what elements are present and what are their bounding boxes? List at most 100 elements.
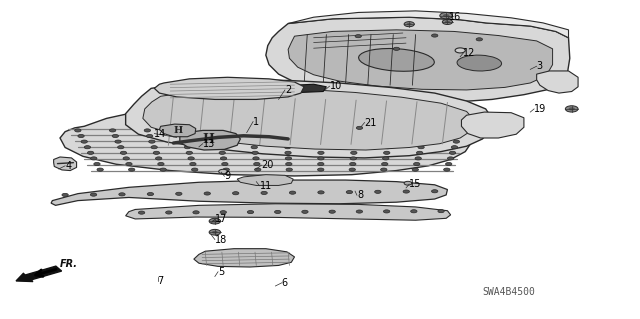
Circle shape [115, 140, 121, 143]
Circle shape [191, 168, 198, 171]
Text: 17: 17 [215, 214, 227, 224]
Circle shape [285, 151, 291, 154]
Text: 1: 1 [253, 116, 259, 127]
Circle shape [444, 168, 450, 171]
Circle shape [218, 146, 224, 149]
Circle shape [147, 192, 154, 196]
Circle shape [138, 211, 145, 214]
Text: 11: 11 [259, 181, 272, 191]
Text: 21: 21 [365, 117, 377, 128]
Circle shape [383, 210, 390, 213]
Circle shape [151, 146, 157, 149]
Circle shape [317, 157, 324, 160]
Circle shape [119, 193, 125, 196]
Circle shape [250, 134, 256, 137]
Circle shape [455, 134, 461, 137]
Circle shape [220, 157, 227, 160]
Circle shape [329, 210, 335, 213]
Circle shape [451, 146, 458, 149]
Circle shape [356, 210, 363, 213]
FancyArrow shape [16, 266, 61, 282]
Circle shape [284, 134, 290, 137]
Circle shape [78, 134, 84, 137]
Text: 16: 16 [449, 11, 461, 22]
Circle shape [406, 23, 412, 26]
Circle shape [453, 140, 460, 143]
Polygon shape [237, 175, 293, 185]
Circle shape [251, 146, 257, 149]
Polygon shape [51, 180, 447, 205]
Circle shape [417, 151, 423, 154]
Polygon shape [159, 124, 196, 137]
Circle shape [253, 157, 259, 160]
Circle shape [147, 134, 153, 137]
Circle shape [415, 157, 421, 160]
Circle shape [403, 190, 410, 193]
Text: 3: 3 [537, 61, 543, 71]
Circle shape [289, 191, 296, 194]
Circle shape [443, 14, 449, 17]
Circle shape [91, 157, 97, 160]
Circle shape [351, 146, 358, 149]
Circle shape [438, 210, 444, 213]
Circle shape [216, 140, 223, 143]
Circle shape [250, 140, 257, 143]
Circle shape [317, 168, 324, 171]
Circle shape [109, 129, 116, 132]
Text: 4: 4 [65, 161, 71, 171]
Circle shape [166, 211, 172, 214]
Circle shape [455, 48, 465, 53]
Circle shape [255, 168, 261, 171]
Circle shape [182, 140, 189, 143]
Circle shape [350, 157, 356, 160]
Polygon shape [125, 80, 492, 158]
Polygon shape [266, 17, 570, 103]
Polygon shape [194, 249, 294, 267]
Ellipse shape [457, 55, 502, 71]
Text: 19: 19 [534, 104, 547, 114]
Text: FR.: FR. [60, 259, 78, 269]
Circle shape [126, 162, 132, 166]
Circle shape [457, 129, 463, 132]
Circle shape [422, 129, 429, 132]
Text: H: H [174, 126, 183, 135]
Circle shape [318, 146, 324, 149]
Circle shape [394, 47, 399, 50]
Circle shape [253, 162, 260, 166]
Circle shape [301, 210, 308, 213]
Circle shape [90, 193, 97, 196]
Circle shape [153, 151, 159, 154]
Text: 10: 10 [330, 81, 342, 91]
Circle shape [261, 191, 268, 195]
Circle shape [383, 157, 389, 160]
Circle shape [317, 151, 324, 154]
Circle shape [318, 191, 324, 194]
Circle shape [179, 129, 186, 132]
Circle shape [219, 151, 225, 154]
Circle shape [318, 134, 324, 137]
Circle shape [374, 190, 381, 193]
Circle shape [285, 157, 292, 160]
Circle shape [449, 151, 456, 154]
Circle shape [404, 22, 414, 27]
Circle shape [252, 151, 259, 154]
Circle shape [413, 162, 420, 166]
Polygon shape [274, 84, 326, 93]
Circle shape [349, 162, 356, 166]
Circle shape [219, 169, 228, 174]
Circle shape [381, 162, 388, 166]
Circle shape [232, 192, 239, 195]
Circle shape [412, 168, 419, 171]
Circle shape [148, 140, 155, 143]
Circle shape [476, 38, 483, 41]
Circle shape [184, 146, 191, 149]
Circle shape [352, 140, 358, 143]
Circle shape [383, 151, 390, 154]
Circle shape [212, 231, 218, 234]
Circle shape [385, 146, 391, 149]
Circle shape [209, 229, 221, 235]
Text: 6: 6 [282, 278, 288, 288]
Circle shape [223, 168, 229, 171]
Text: 12: 12 [463, 48, 476, 58]
Circle shape [160, 168, 166, 171]
